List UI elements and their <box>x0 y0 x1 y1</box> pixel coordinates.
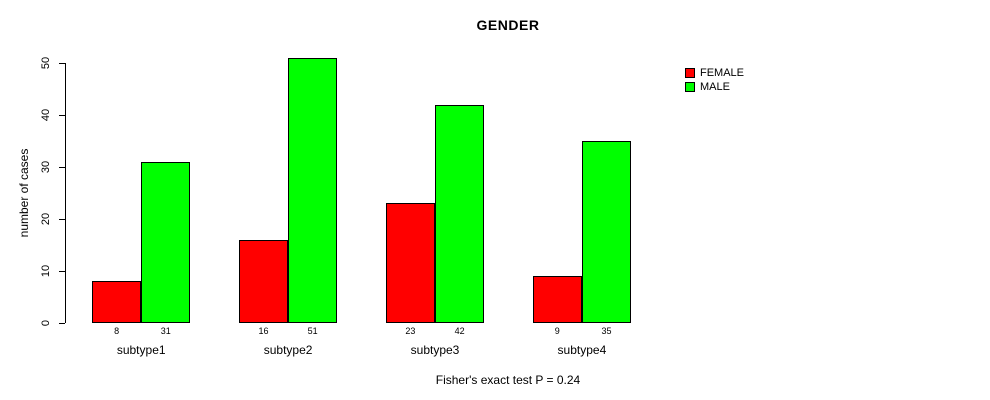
legend-row-male: MALE <box>685 80 744 93</box>
y-tick-mark <box>59 114 65 116</box>
legend-label: FEMALE <box>700 66 745 79</box>
bar-value-label: 51 <box>307 326 318 336</box>
bar-value-label: 31 <box>160 326 171 336</box>
bar-male-subtype4 <box>581 141 632 323</box>
y-tick-mark <box>59 270 65 272</box>
bar-male-subtype3 <box>435 104 485 323</box>
footer-caption: Fisher's exact test P = 0.24 <box>435 373 581 387</box>
category-label-subtype1: subtype1 <box>116 343 166 357</box>
bar-value-label: 23 <box>405 326 416 336</box>
chart-title: GENDER <box>476 17 540 33</box>
bar-value-label: 8 <box>114 326 120 336</box>
bar-female-subtype2 <box>238 239 289 323</box>
bar-female-subtype1 <box>92 281 142 323</box>
bar-value-label: 42 <box>454 326 465 336</box>
y-tick-mark <box>59 218 65 220</box>
category-label-subtype2: subtype2 <box>263 343 313 357</box>
y-tick-label: 0 <box>40 319 52 327</box>
bar-value-label: 9 <box>554 326 560 336</box>
bar-male-subtype1 <box>141 161 191 323</box>
legend-row-female: FEMALE <box>685 66 744 79</box>
y-tick-label: 50 <box>40 56 52 70</box>
y-tick-mark <box>59 62 65 64</box>
bar-female-subtype4 <box>532 276 582 323</box>
category-label-subtype3: subtype3 <box>410 343 460 357</box>
legend-swatch-female <box>685 67 695 78</box>
y-tick-label: 40 <box>40 108 52 122</box>
y-tick-label: 10 <box>40 264 52 278</box>
y-tick-label: 20 <box>40 212 52 226</box>
bar-male-subtype2 <box>288 57 338 323</box>
bar-value-label: 16 <box>258 326 269 336</box>
category-label-subtype4: subtype4 <box>557 343 607 357</box>
bar-female-subtype3 <box>385 203 435 323</box>
y-tick-mark <box>59 166 65 168</box>
bar-value-label: 35 <box>601 326 612 336</box>
legend-label: MALE <box>700 80 730 93</box>
legend-swatch-male <box>685 81 695 92</box>
y-tick-label: 30 <box>40 160 52 174</box>
legend: FEMALE MALE <box>685 66 744 94</box>
y-tick-mark <box>59 322 65 324</box>
y-axis-line <box>65 63 66 323</box>
y-axis-label: number of cases <box>17 148 31 238</box>
